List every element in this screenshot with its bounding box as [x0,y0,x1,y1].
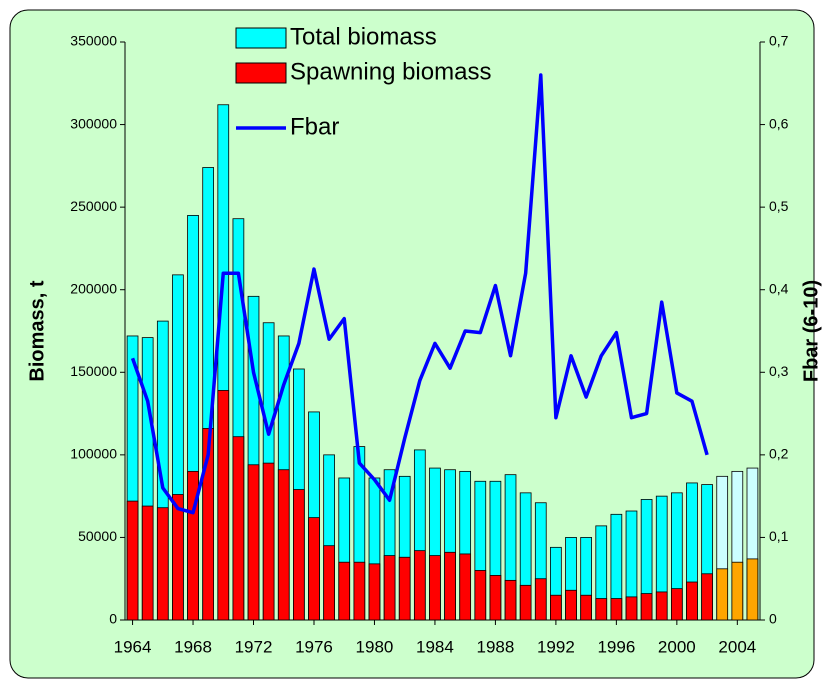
x-tick-label: 1972 [235,637,273,656]
legend-label: Total biomass [290,23,437,50]
x-tick-label: 1996 [597,637,635,656]
bar [580,594,592,621]
bar [368,563,381,621]
x-tick-label: 2004 [718,637,756,656]
bar [398,556,411,621]
bar [534,578,547,621]
legend-swatch [235,62,287,84]
bar [383,555,396,621]
bar [701,573,713,621]
bar [202,428,214,621]
y-tick-label: 0 [109,611,117,627]
y2-tick-label: 0,1 [769,528,789,544]
bar [565,589,577,621]
y-tick-label: 250000 [70,198,117,214]
bar [731,561,744,621]
legend-label: Fbar [290,113,339,140]
bar [519,584,532,621]
bar [308,517,320,621]
x-tick-label: 1964 [114,637,152,656]
y2-tick-label: 0,3 [769,363,789,379]
x-tick-label: 1980 [356,637,394,656]
y-tick-label: 150000 [70,363,117,379]
line [130,73,709,515]
y2-tick-label: 0,7 [769,33,789,49]
bar [550,594,562,621]
bar [640,593,653,621]
y-tick-label: 350000 [70,33,117,49]
bar [247,464,260,621]
y2-tick-label: 0,5 [769,198,789,214]
bar [655,591,668,621]
legend-label: Spawning biomass [290,58,491,85]
y-tick-label: 100000 [70,446,117,462]
y2-tick-label: 0,2 [769,446,789,462]
bar [686,581,698,621]
bar [293,489,305,621]
bar [474,570,487,621]
y-axis-label: Biomass, t [26,280,48,381]
bar [610,598,623,621]
bar [187,470,199,621]
y-tick-label: 200000 [70,280,117,296]
y2-tick-label: 0,4 [769,280,789,296]
bar [172,494,184,621]
bar [444,551,456,621]
legend-swatch [235,27,287,49]
bar [625,596,638,621]
bar [141,505,154,621]
y-tick-label: 50000 [78,528,117,544]
x-tick-label: 1992 [537,637,575,656]
bar [156,507,169,621]
bar [126,500,139,621]
x-tick-label: 1988 [477,637,515,656]
x-tick-label: 1976 [295,637,333,656]
y2-tick-label: 0 [769,611,777,627]
x-tick-label: 1984 [416,637,454,656]
y-tick-label: 300000 [70,115,117,131]
bar [489,575,502,621]
bar [429,555,441,621]
x-tick-label: 2000 [658,637,696,656]
bar [323,545,335,621]
bar [671,588,683,621]
bar [232,436,245,621]
y2-axis-label: Fbar (6-10) [800,280,822,382]
bar [459,553,472,621]
bar [353,561,366,621]
bar [595,598,608,621]
x-tick-label: 1968 [174,637,212,656]
bar [262,462,275,621]
y2-tick-label: 0,6 [769,115,789,131]
bar [277,469,290,621]
bar [338,561,351,621]
bar [716,568,729,621]
bar [217,390,230,621]
bar [413,550,426,621]
bar [746,558,759,621]
bar [504,579,517,621]
